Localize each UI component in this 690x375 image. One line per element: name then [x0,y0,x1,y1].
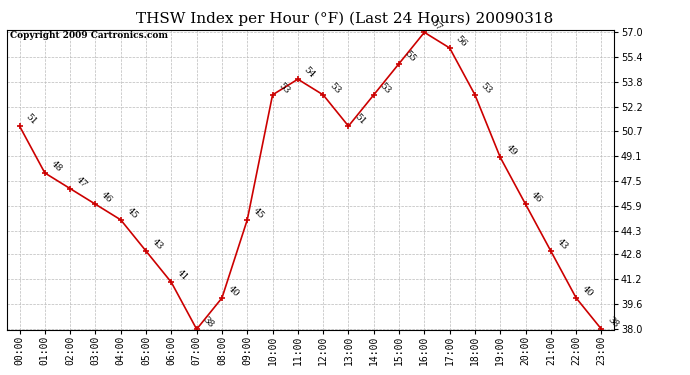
Text: 53: 53 [378,81,393,96]
Text: 40: 40 [580,284,595,298]
Text: 54: 54 [302,65,317,80]
Text: 41: 41 [175,268,190,283]
Text: 45: 45 [125,206,139,220]
Text: THSW Index per Hour (°F) (Last 24 Hours) 20090318: THSW Index per Hour (°F) (Last 24 Hours)… [137,11,553,26]
Text: 51: 51 [353,112,367,127]
Text: 38: 38 [201,315,215,330]
Text: 53: 53 [479,81,493,96]
Text: 51: 51 [23,112,39,127]
Text: 46: 46 [99,190,114,205]
Text: 43: 43 [150,237,165,252]
Text: 47: 47 [75,175,89,189]
Text: 53: 53 [327,81,342,96]
Text: 43: 43 [555,237,569,252]
Text: Copyright 2009 Cartronics.com: Copyright 2009 Cartronics.com [10,32,168,40]
Text: 38: 38 [606,315,620,330]
Text: 48: 48 [49,159,63,174]
Text: 45: 45 [251,206,266,220]
Text: 56: 56 [454,34,469,49]
Text: 55: 55 [403,50,418,64]
Text: 40: 40 [226,284,241,298]
Text: 53: 53 [277,81,291,96]
Text: 46: 46 [530,190,544,205]
Text: 57: 57 [428,18,443,33]
Text: 49: 49 [504,144,519,158]
